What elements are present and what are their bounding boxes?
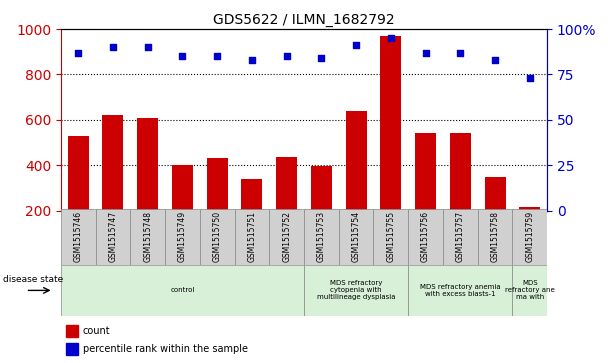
Bar [66, 325, 78, 337]
Bar [103, 115, 123, 211]
Text: GSM1515751: GSM1515751 [247, 211, 257, 262]
Bar [311, 166, 332, 211]
Text: GSM1515750: GSM1515750 [213, 211, 222, 262]
Point [178, 53, 187, 59]
Bar [276, 157, 297, 211]
FancyBboxPatch shape [443, 209, 478, 265]
Text: GSM1515757: GSM1515757 [456, 211, 465, 262]
Point [351, 42, 361, 48]
Point [247, 57, 257, 63]
Point [74, 50, 83, 56]
FancyBboxPatch shape [513, 265, 547, 316]
Text: disease state: disease state [3, 275, 63, 284]
Text: GSM1515752: GSM1515752 [282, 211, 291, 262]
FancyBboxPatch shape [513, 209, 547, 265]
Text: MDS refractory anemia
with excess blasts-1: MDS refractory anemia with excess blasts… [420, 284, 500, 297]
Bar [415, 133, 436, 211]
Text: MDS refractory
cytopenia with
multilineage dysplasia: MDS refractory cytopenia with multilinea… [317, 280, 395, 301]
Point [108, 44, 118, 50]
Text: GSM1515759: GSM1515759 [525, 211, 534, 262]
Bar [450, 133, 471, 211]
FancyBboxPatch shape [130, 209, 165, 265]
Point [317, 55, 326, 61]
Text: GSM1515746: GSM1515746 [74, 211, 83, 262]
Text: percentile rank within the sample: percentile rank within the sample [83, 344, 247, 354]
Text: count: count [83, 326, 110, 337]
Bar [381, 36, 401, 211]
Title: GDS5622 / ILMN_1682792: GDS5622 / ILMN_1682792 [213, 13, 395, 26]
FancyBboxPatch shape [408, 209, 443, 265]
Point [525, 75, 534, 81]
Bar [66, 343, 78, 355]
FancyBboxPatch shape [165, 209, 200, 265]
FancyBboxPatch shape [95, 209, 130, 265]
Bar [346, 111, 367, 211]
Point [455, 50, 465, 56]
Bar [137, 118, 158, 211]
Bar [241, 179, 262, 211]
FancyBboxPatch shape [304, 209, 339, 265]
FancyBboxPatch shape [339, 209, 373, 265]
Text: GSM1515755: GSM1515755 [386, 211, 395, 262]
FancyBboxPatch shape [61, 209, 95, 265]
Text: control: control [170, 287, 195, 293]
Bar [485, 176, 505, 211]
Text: GSM1515748: GSM1515748 [143, 211, 152, 262]
Point [490, 57, 500, 63]
Point [143, 44, 153, 50]
FancyBboxPatch shape [200, 209, 235, 265]
FancyBboxPatch shape [269, 209, 304, 265]
Bar [67, 136, 89, 211]
Bar [172, 165, 193, 211]
FancyBboxPatch shape [408, 265, 513, 316]
Text: MDS
refractory ane
ma with: MDS refractory ane ma with [505, 280, 554, 301]
Point [421, 50, 430, 56]
Bar [519, 207, 541, 211]
Text: GSM1515758: GSM1515758 [491, 211, 500, 262]
Point [386, 35, 396, 41]
FancyBboxPatch shape [235, 209, 269, 265]
Text: GSM1515756: GSM1515756 [421, 211, 430, 262]
FancyBboxPatch shape [373, 209, 408, 265]
Point [212, 53, 222, 59]
Text: GSM1515749: GSM1515749 [178, 211, 187, 262]
Text: GSM1515754: GSM1515754 [351, 211, 361, 262]
FancyBboxPatch shape [61, 265, 304, 316]
Bar [207, 158, 227, 211]
Text: GSM1515753: GSM1515753 [317, 211, 326, 262]
Text: GSM1515747: GSM1515747 [108, 211, 117, 262]
Point [282, 53, 291, 59]
FancyBboxPatch shape [478, 209, 513, 265]
FancyBboxPatch shape [304, 265, 408, 316]
